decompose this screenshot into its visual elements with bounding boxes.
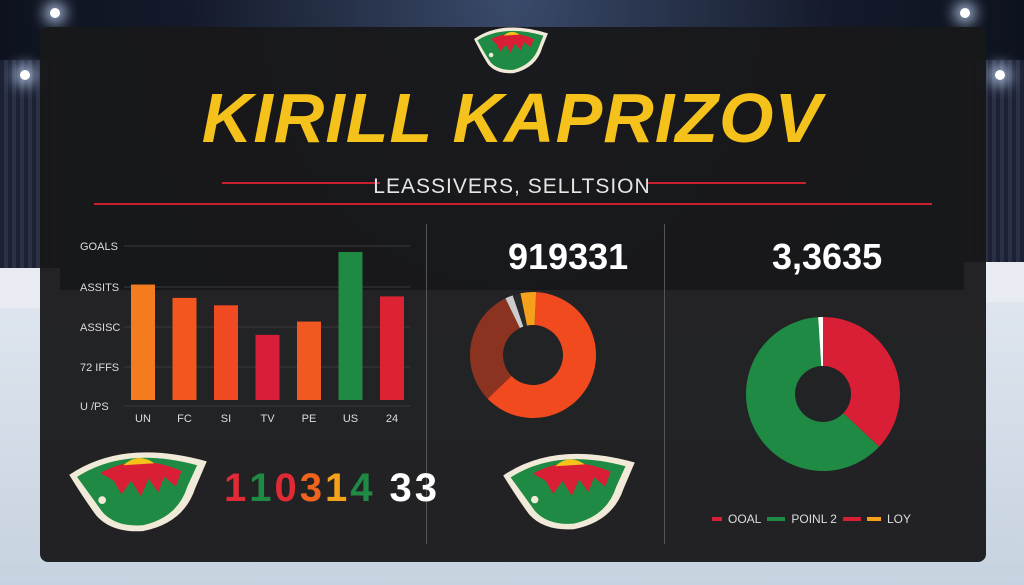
donut-legend: OOAL POINL 2 LOY [712,512,911,526]
header-divider [94,203,932,205]
sequence-digit: 3 [299,466,325,510]
xtick-label: TV [260,413,275,425]
donut-slice [823,317,900,447]
sequence-digit: 33 [389,466,440,510]
player-name-title: KIRILL KAPRIZOV [201,79,823,157]
donut-slice [520,292,537,326]
xtick-label: SI [221,413,231,425]
donut-slice [818,317,823,367]
legend-swatch [712,517,722,521]
bar [380,296,404,400]
ytick-label: 72 IFFS [80,362,120,374]
sequence-digit: 1 [325,466,351,510]
subtitle-rule-right [648,182,806,184]
right-stat-number: 3,3635 [772,236,883,277]
sequence-digit: 0 [274,466,300,510]
ytick-label: ASSITS [80,282,120,294]
donut-slice [469,298,520,399]
bar [172,297,197,400]
xtick-label: 24 [386,413,398,425]
xtick-label: US [343,413,358,425]
stat-sequence: 110314 33 [224,466,440,511]
xtick-label: UN [135,413,151,425]
column-divider-right [664,224,665,544]
sequence-digit: 1 [224,466,250,510]
stadium-light [995,70,1005,80]
donut-slice [512,293,528,327]
wild-logo-icon [503,453,635,530]
bar [214,305,238,400]
xtick-label: PE [302,413,317,425]
sequence-digit: 4 [350,466,376,510]
legend-swatch [866,517,881,521]
stadium-light [20,70,30,80]
bar [255,334,280,400]
column-divider-left [426,224,427,544]
sequence-digit: 1 [249,466,275,510]
bar [131,284,155,400]
bar [338,252,363,400]
stadium-light [50,8,60,18]
legend-label: OOAL [728,512,762,526]
ytick-label: GOALS [80,241,118,253]
donut-slice [505,295,524,329]
legend-label: POINL 2 [791,512,837,526]
donut-slice [746,317,880,471]
legend-swatch [767,517,786,521]
middle-stat-number: 919331 [508,236,629,277]
xtick-label: FC [177,413,192,425]
subtitle-rule-left [222,182,380,184]
legend-swatch [842,517,861,521]
legend-label: LOY [886,512,911,526]
stadium-light [960,8,970,18]
ytick-label: U /PS [80,401,109,413]
wild-logo-icon [474,27,548,74]
subtitle: LEASSIVERS, SELLTSION [373,175,651,198]
ytick-label: ASSISC [80,322,121,334]
donut-slice [487,292,597,419]
wild-logo-icon [69,452,207,532]
bar [297,321,321,400]
